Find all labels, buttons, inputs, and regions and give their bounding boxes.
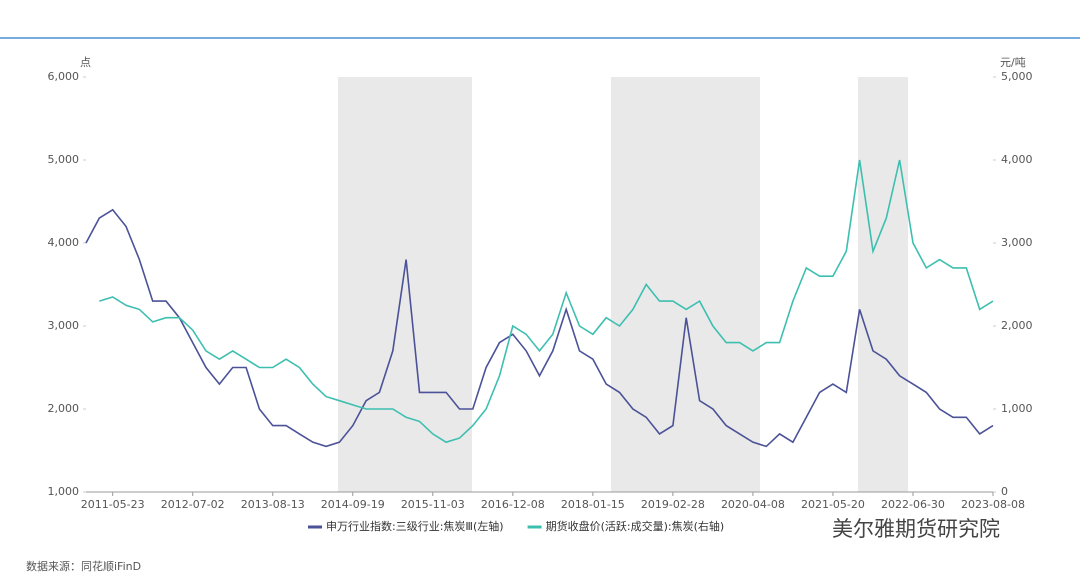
x-tick-label: 2021-05-20 bbox=[801, 498, 865, 511]
y-tick-label: 2,000 bbox=[48, 402, 80, 415]
y-axis-label: 点 bbox=[80, 56, 91, 69]
x-tick-label: 2019-02-28 bbox=[641, 498, 705, 511]
x-tick-label: 2012-07-02 bbox=[161, 498, 225, 511]
y2-axis-label: 元/吨 bbox=[1000, 56, 1026, 69]
x-tick-label: 2023-08-08 bbox=[961, 498, 1025, 511]
x-tick-label: 2011-05-23 bbox=[81, 498, 145, 511]
x-tick-label: 2015-11-03 bbox=[401, 498, 465, 511]
y2-tick-label: 3,000 bbox=[1001, 236, 1033, 249]
source: 数据来源：同花顺iFinD bbox=[26, 559, 141, 573]
x-tick-label: 2020-04-08 bbox=[721, 498, 785, 511]
series-line bbox=[99, 159, 994, 444]
shaded-period bbox=[338, 77, 472, 492]
series-line bbox=[85, 208, 994, 448]
y-tick-label: 5,000 bbox=[48, 153, 80, 166]
x-tick-label: 2016-12-08 bbox=[481, 498, 545, 511]
legend-label: 期货收盘价(活跃:成交量):焦炭(右轴) bbox=[546, 519, 725, 533]
x-tick-label: 2018-01-15 bbox=[561, 498, 625, 511]
y-tick-label: 6,000 bbox=[48, 70, 80, 83]
y2-tick-label: 2,000 bbox=[1001, 319, 1033, 332]
y-tick-label: 3,000 bbox=[48, 319, 80, 332]
x-tick-label: 2013-08-13 bbox=[241, 498, 305, 511]
y2-tick-label: 1,000 bbox=[1001, 402, 1033, 415]
y2-tick-label: 4,000 bbox=[1001, 153, 1033, 166]
y-tick-label: 4,000 bbox=[48, 236, 80, 249]
legend-label: 申万行业指数:三级行业:焦炭Ⅲ(左轴) bbox=[326, 519, 504, 533]
x-tick-label: 2014-09-19 bbox=[321, 498, 385, 511]
watermark: 美尔雅期货研究院 bbox=[832, 517, 1000, 541]
y-tick-label: 1,000 bbox=[48, 485, 80, 498]
y2-tick-label: 5,000 bbox=[1001, 70, 1033, 83]
x-tick-label: 2022-06-30 bbox=[881, 498, 945, 511]
shaded-period bbox=[858, 77, 908, 492]
y2-tick-label: 0 bbox=[1001, 485, 1008, 498]
shaded-period bbox=[611, 77, 760, 492]
